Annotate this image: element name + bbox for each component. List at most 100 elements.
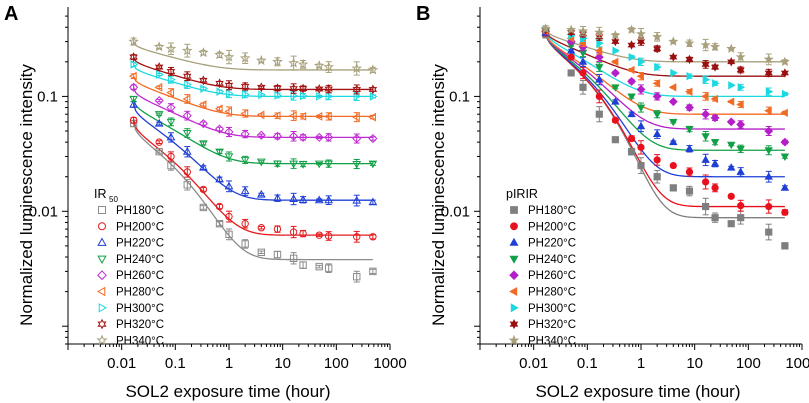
data-point	[626, 24, 637, 35]
data-point	[198, 119, 208, 129]
legend-label: PH340°C	[528, 335, 576, 347]
data-point	[653, 156, 661, 164]
data-point	[225, 212, 233, 221]
data-point	[764, 147, 773, 155]
data-point	[289, 254, 298, 262]
data-point	[780, 108, 788, 118]
data-point	[627, 77, 636, 86]
data-point	[273, 250, 282, 259]
legend-label: PH260°C	[116, 270, 164, 282]
data-point	[299, 261, 307, 269]
data-point	[652, 92, 662, 101]
data-point	[611, 84, 620, 92]
data-point	[154, 96, 164, 106]
legend-marker	[98, 222, 106, 231]
data-point	[764, 172, 773, 180]
data-point	[594, 46, 603, 55]
data-point	[577, 25, 589, 36]
fit-curve	[545, 29, 785, 77]
data-point	[225, 89, 234, 98]
data-point	[351, 62, 363, 73]
data-point	[367, 64, 379, 75]
data-point	[155, 148, 163, 156]
fit-curve	[132, 119, 373, 236]
data-point	[727, 220, 735, 228]
data-point	[579, 69, 587, 77]
x-tick-label: 0.01	[107, 355, 136, 372]
data-point	[129, 99, 138, 108]
data-point	[154, 111, 164, 119]
data-point	[298, 112, 307, 121]
data-point	[636, 71, 644, 81]
data-point	[314, 132, 324, 142]
data-point	[166, 132, 176, 141]
data-point	[611, 97, 620, 105]
data-point	[764, 106, 772, 115]
data-point	[727, 192, 735, 200]
data-point	[567, 53, 575, 61]
data-point	[165, 43, 177, 54]
fit-curve	[133, 87, 373, 139]
data-point	[727, 57, 736, 67]
legend-marker	[509, 237, 519, 246]
data-point	[224, 181, 234, 190]
data-point	[566, 46, 576, 54]
data-point	[736, 120, 746, 129]
data-point	[780, 153, 790, 161]
data-point	[129, 52, 138, 62]
legend-marker	[509, 255, 519, 264]
data-point	[353, 92, 362, 101]
data-point	[369, 233, 377, 241]
data-point	[223, 51, 235, 62]
legend-marker	[98, 206, 106, 214]
data-point	[567, 27, 576, 38]
fit-curve	[545, 29, 785, 98]
data-point	[668, 36, 679, 46]
data-point	[182, 111, 192, 121]
data-point	[669, 52, 678, 62]
legend-marker	[97, 255, 107, 264]
data-point	[710, 41, 721, 52]
y-tick-label: 0.01	[29, 203, 58, 220]
data-point	[684, 37, 695, 48]
data-point	[701, 109, 711, 119]
data-point	[214, 104, 223, 114]
data-point	[726, 97, 735, 106]
data-point	[289, 228, 298, 236]
data-point	[369, 92, 378, 101]
legend-label: PH180°C	[116, 205, 164, 217]
panel-a-letter: A	[4, 3, 18, 25]
data-point	[567, 69, 575, 77]
data-point	[627, 93, 636, 101]
fit-curve	[133, 98, 373, 165]
fit-curve	[133, 41, 373, 71]
data-point	[156, 70, 164, 79]
legend-label: PH180°C	[528, 205, 576, 217]
legend-marker	[509, 286, 518, 297]
data-point	[540, 23, 551, 33]
legend-marker	[97, 270, 107, 281]
x-tick-label: 1000	[373, 355, 406, 372]
data-point	[216, 87, 225, 97]
data-point	[274, 91, 283, 100]
data-point	[669, 161, 677, 170]
x-tick-label: 10	[274, 355, 291, 372]
data-point	[240, 156, 250, 165]
data-point	[257, 82, 266, 93]
legend-label: PH300°C	[116, 303, 164, 315]
data-point	[167, 75, 176, 84]
legend-label: PH240°C	[116, 254, 164, 266]
x-tick-label: 10	[686, 355, 703, 372]
data-point	[215, 220, 224, 228]
data-point	[166, 102, 176, 113]
data-point	[627, 109, 636, 118]
y-tick-label: 0.01	[441, 203, 470, 220]
data-point	[765, 228, 773, 236]
data-point	[702, 75, 711, 84]
data-point	[353, 272, 361, 281]
legend-marker	[97, 318, 107, 330]
data-point	[324, 132, 334, 142]
data-point	[595, 110, 603, 118]
data-point	[610, 30, 621, 40]
legend-title-subscript: 50	[109, 195, 118, 204]
